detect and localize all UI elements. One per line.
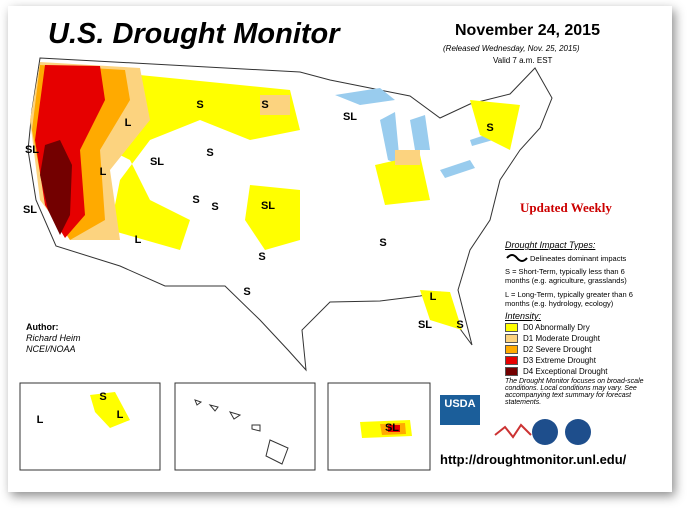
impact-label: L bbox=[135, 234, 142, 246]
author-label: Author: bbox=[26, 322, 59, 332]
legend-label: D0 Abnormally Dry bbox=[523, 323, 590, 332]
drought-area bbox=[90, 392, 130, 428]
hawaii-islands bbox=[194, 399, 289, 465]
legend-item: D4 Exceptional Drought bbox=[505, 367, 608, 377]
intensity-heading: Intensity: bbox=[505, 311, 542, 321]
author-name: Richard Heim bbox=[26, 333, 81, 343]
author-org: NCEI/NOAA bbox=[26, 344, 76, 354]
impact-label: L bbox=[37, 414, 44, 426]
released: (Released Wednesday, Nov. 25, 2015) bbox=[443, 44, 580, 53]
drought-area bbox=[245, 185, 300, 250]
impact-label: S bbox=[379, 237, 386, 249]
legend-item: D0 Abnormally Dry bbox=[505, 323, 590, 333]
impact-label: L bbox=[430, 291, 437, 303]
impact-label: SL bbox=[343, 111, 357, 123]
legend-swatch bbox=[505, 334, 518, 344]
impact-label: SL bbox=[418, 319, 432, 331]
impact-delineates: Delineates dominant impacts bbox=[530, 254, 627, 263]
logo bbox=[565, 419, 591, 445]
legend-item: D3 Extreme Drought bbox=[505, 356, 596, 366]
impact-label: S bbox=[261, 99, 268, 111]
title: U.S. Drought Monitor bbox=[48, 18, 340, 50]
legend-swatch bbox=[505, 356, 518, 366]
inset-alaska bbox=[19, 382, 161, 471]
legend-swatch bbox=[505, 323, 518, 333]
usda-text: USDA bbox=[444, 398, 475, 410]
impact-label: S bbox=[206, 147, 213, 159]
legend-swatch bbox=[505, 367, 518, 377]
drought-area bbox=[40, 140, 72, 235]
impact-label: S bbox=[99, 391, 106, 403]
valid: Valid 7 a.m. EST bbox=[493, 56, 553, 65]
logo bbox=[532, 419, 558, 445]
note: The Drought Monitor focuses on broad-sca… bbox=[505, 378, 644, 406]
legend-label: D1 Moderate Drought bbox=[523, 334, 600, 343]
impact-label: SL bbox=[150, 156, 164, 168]
impact-label: S bbox=[486, 122, 493, 134]
impact-label: SL bbox=[23, 204, 37, 216]
usda-logo bbox=[440, 395, 480, 425]
legend-swatch bbox=[505, 345, 518, 355]
impact-label: S bbox=[243, 286, 250, 298]
impact-label: S bbox=[456, 319, 463, 331]
impact-label: S bbox=[192, 194, 199, 206]
impact-label: SL bbox=[25, 144, 39, 156]
legend-label: D4 Exceptional Drought bbox=[523, 367, 608, 376]
impact-short: S = Short-Term, typically less than 6 mo… bbox=[505, 267, 627, 285]
legend-item: D1 Moderate Drought bbox=[505, 334, 600, 344]
drought-area bbox=[388, 425, 400, 432]
impact-long: L = Long-Term, typically greater than 6 … bbox=[505, 290, 633, 308]
legend-label: D2 Severe Drought bbox=[523, 345, 592, 354]
great-lakes bbox=[335, 88, 500, 178]
impact-label: SL bbox=[261, 200, 275, 212]
url: http://droughtmonitor.unl.edu/ bbox=[440, 452, 627, 467]
impact-label: S bbox=[258, 251, 265, 263]
inset-hawaii bbox=[174, 382, 316, 471]
date: November 24, 2015 bbox=[455, 22, 600, 39]
updated-weekly: Updated Weekly bbox=[520, 200, 612, 215]
impact-label: S bbox=[196, 99, 203, 111]
impact-label: L bbox=[100, 166, 107, 178]
impact-label: SL bbox=[385, 422, 399, 434]
impact-label: L bbox=[125, 117, 132, 129]
legend-label: D3 Extreme Drought bbox=[523, 356, 596, 365]
impact-line-symbol bbox=[506, 254, 528, 262]
impact-label: S bbox=[211, 201, 218, 213]
impact-heading: Drought Impact Types: bbox=[505, 240, 596, 250]
legend-item: D2 Severe Drought bbox=[505, 345, 592, 355]
drought-area bbox=[30, 62, 420, 240]
ndmc-logo bbox=[494, 423, 532, 439]
impact-label: L bbox=[117, 409, 124, 421]
